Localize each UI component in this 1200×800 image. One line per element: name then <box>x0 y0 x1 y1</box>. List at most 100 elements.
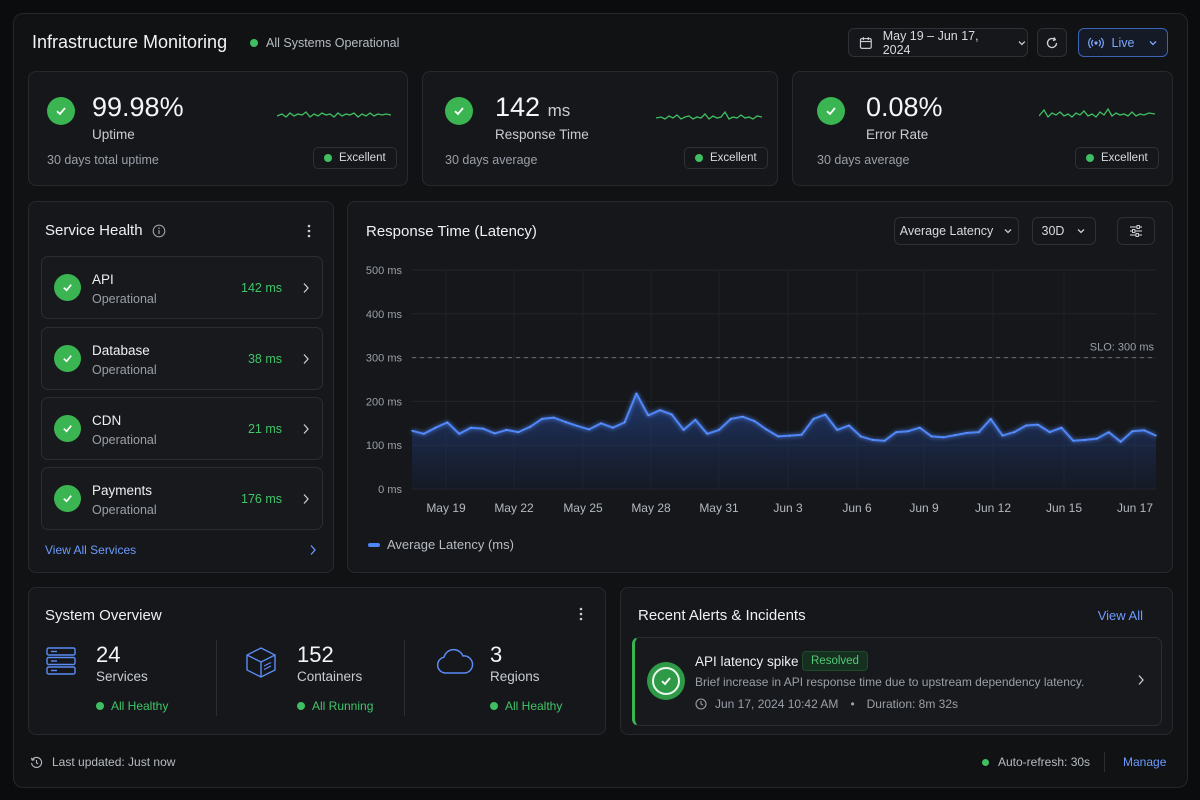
data-point <box>553 417 555 419</box>
chart-legend: Average Latency (ms) <box>368 537 514 552</box>
data-point <box>694 419 696 421</box>
server-icon <box>46 647 76 675</box>
auto-refresh-status: Auto-refresh: 30s <box>982 755 1090 769</box>
service-row-cdn[interactable]: CDN Operational 21 ms <box>41 397 323 460</box>
overview-value: 24 <box>96 642 121 667</box>
live-toggle-button[interactable]: Live <box>1078 28 1168 57</box>
refresh-icon <box>1046 36 1058 48</box>
data-point <box>765 428 767 430</box>
service-row-api[interactable]: API Operational 142 ms <box>41 256 323 319</box>
chevron-right-icon <box>303 494 309 504</box>
range-select[interactable]: 30D <box>1032 217 1096 245</box>
y-tick-label: 100 ms <box>366 440 403 452</box>
data-point <box>812 418 815 420</box>
overview-label: Services <box>96 669 148 684</box>
data-point <box>1108 431 1110 433</box>
check-circle-icon <box>817 97 845 125</box>
clock-icon <box>695 698 707 710</box>
refresh-button[interactable] <box>1037 28 1067 57</box>
data-point <box>435 427 437 429</box>
data-point <box>423 433 425 435</box>
alert-time: Jun 17, 2024 10:42 AM <box>715 697 839 711</box>
data-point <box>883 440 886 442</box>
chevron-right-icon[interactable] <box>309 544 317 556</box>
data-point <box>824 413 826 416</box>
kpi-card-uptime: 99.98% Uptime 30 days total uptime Excel… <box>28 71 408 186</box>
data-point <box>942 436 945 438</box>
system-status-text: All Systems Operational <box>266 36 400 50</box>
data-point <box>576 425 578 427</box>
legend-swatch <box>368 542 380 547</box>
x-tick-label: Jun 6 <box>842 501 872 515</box>
data-point <box>505 429 508 431</box>
data-point <box>1025 424 1027 427</box>
view-all-services-link[interactable]: View All Services <box>45 543 137 557</box>
status-badge: Excellent <box>684 147 768 169</box>
system-overview-panel: System Overview 24 Services All Healthy … <box>28 587 606 735</box>
info-icon[interactable] <box>152 224 166 238</box>
status-badge: Excellent <box>313 147 397 169</box>
alerts-panel: Recent Alerts & Incidents View All API l… <box>620 587 1173 735</box>
kpi-label: Error Rate <box>866 127 929 142</box>
x-tick-label: May 25 <box>563 501 603 515</box>
page-title: Infrastructure Monitoring <box>32 32 228 52</box>
service-row-payments[interactable]: Payments Operational 176 ms <box>41 467 323 530</box>
container-icon <box>246 647 276 678</box>
data-point <box>1001 435 1004 437</box>
sliders-icon <box>1130 225 1142 237</box>
data-point <box>470 427 472 429</box>
kpi-subtext: 30 days average <box>445 153 538 167</box>
service-name: Payments <box>92 483 153 498</box>
overview-label: Regions <box>490 669 540 684</box>
data-point <box>612 427 614 429</box>
service-latency: 21 ms <box>247 422 282 436</box>
check-circle-icon <box>54 345 81 372</box>
broadcast-icon <box>1087 37 1104 48</box>
alert-duration: Duration: 8m 32s <box>866 697 959 711</box>
chevron-down-icon <box>1078 229 1085 234</box>
date-range-picker[interactable]: May 19 – Jun 17, 2024 <box>848 28 1028 57</box>
chart-settings-button[interactable] <box>1117 217 1155 245</box>
data-point <box>482 428 484 430</box>
more-vertical-icon[interactable] <box>576 606 586 622</box>
kpi-value: 99.98% <box>92 92 184 122</box>
cloud-icon <box>436 648 474 674</box>
view-all-alerts-link[interactable]: View All <box>1097 608 1143 623</box>
data-point <box>1060 427 1063 429</box>
manage-link[interactable]: Manage <box>1123 755 1167 769</box>
alert-item[interactable]: API latency spike Resolved Brief increas… <box>632 637 1162 726</box>
y-tick-label: 0 ms <box>378 484 402 496</box>
date-range-text: May 19 – Jun 17, 2024 <box>882 28 979 57</box>
service-latency: 38 ms <box>247 352 282 366</box>
data-point <box>931 435 933 437</box>
check-circle-icon <box>647 662 685 700</box>
data-point <box>706 433 708 435</box>
metric-select[interactable]: Average Latency <box>894 217 1019 245</box>
chevron-down-icon <box>1018 40 1026 45</box>
history-icon <box>30 756 43 768</box>
latency-panel: Response Time (Latency) Average Latency … <box>347 201 1173 573</box>
kpi-subtext: 30 days average <box>817 153 910 167</box>
data-point <box>635 392 637 395</box>
metric-select-value: Average Latency <box>899 224 994 238</box>
x-tick-label: Jun 15 <box>1046 501 1082 515</box>
check-circle-icon <box>47 97 75 125</box>
kpi-subtext: 30 days total uptime <box>47 153 159 167</box>
kpi-card-response-time: 142 ms Response Time 30 days average Exc… <box>422 71 778 186</box>
data-point <box>753 420 756 422</box>
alert-description: Brief increase in API response time due … <box>695 675 1085 689</box>
data-point <box>990 418 992 420</box>
service-latency: 142 ms <box>241 281 282 295</box>
data-point <box>1013 431 1015 433</box>
data-point <box>671 413 673 416</box>
more-vertical-icon[interactable] <box>304 223 314 239</box>
service-status: Operational <box>92 363 157 377</box>
chart-title: Response Time (Latency) <box>366 223 537 240</box>
auto-refresh-text: Auto-refresh: 30s <box>998 755 1091 769</box>
slo-label: SLO: 300 ms <box>1090 342 1155 354</box>
service-row-database[interactable]: Database Operational 38 ms <box>41 327 323 390</box>
y-tick-label: 300 ms <box>366 353 403 365</box>
range-select-value: 30D <box>1041 224 1065 238</box>
system-overview-title: System Overview <box>45 607 162 624</box>
data-point <box>954 434 956 436</box>
